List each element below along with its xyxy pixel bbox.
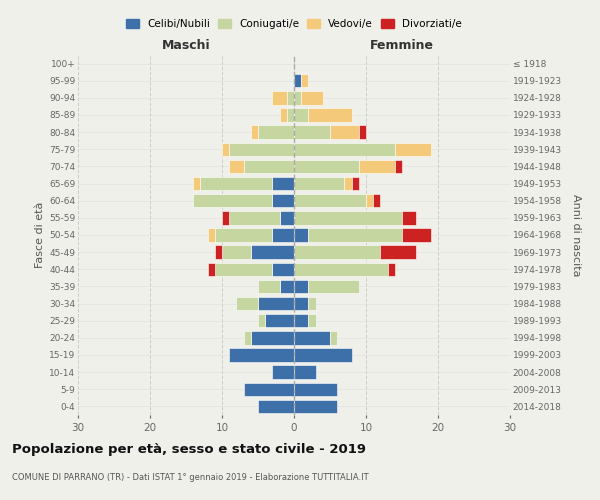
- Bar: [294, 194, 366, 207]
- Bar: [272, 194, 294, 207]
- Bar: [272, 91, 287, 104]
- Bar: [294, 348, 352, 362]
- Bar: [294, 108, 308, 122]
- Bar: [200, 177, 272, 190]
- Bar: [244, 382, 294, 396]
- Bar: [208, 228, 215, 241]
- Bar: [215, 246, 222, 259]
- Bar: [294, 74, 301, 88]
- Bar: [395, 142, 431, 156]
- Legend: Celibi/Nubili, Coniugati/e, Vedovi/e, Divorziati/e: Celibi/Nubili, Coniugati/e, Vedovi/e, Di…: [126, 19, 462, 29]
- Bar: [272, 262, 294, 276]
- Bar: [294, 382, 337, 396]
- Bar: [229, 348, 294, 362]
- Bar: [344, 177, 352, 190]
- Y-axis label: Fasce di età: Fasce di età: [35, 202, 45, 268]
- Bar: [236, 297, 258, 310]
- Bar: [294, 314, 308, 328]
- Bar: [244, 331, 251, 344]
- Bar: [388, 262, 395, 276]
- Bar: [294, 331, 330, 344]
- Bar: [258, 126, 294, 139]
- Bar: [287, 91, 294, 104]
- Text: Femmine: Femmine: [370, 40, 434, 52]
- Bar: [229, 160, 244, 173]
- Bar: [208, 262, 215, 276]
- Bar: [294, 126, 330, 139]
- Bar: [373, 194, 380, 207]
- Bar: [258, 297, 294, 310]
- Bar: [280, 108, 287, 122]
- Bar: [294, 228, 308, 241]
- Bar: [272, 177, 294, 190]
- Bar: [294, 262, 388, 276]
- Bar: [280, 211, 294, 224]
- Bar: [308, 228, 402, 241]
- Y-axis label: Anni di nascita: Anni di nascita: [571, 194, 581, 276]
- Bar: [258, 314, 265, 328]
- Bar: [294, 177, 344, 190]
- Bar: [359, 160, 395, 173]
- Bar: [244, 160, 294, 173]
- Bar: [215, 262, 272, 276]
- Text: Maschi: Maschi: [161, 40, 211, 52]
- Text: Popolazione per età, sesso e stato civile - 2019: Popolazione per età, sesso e stato civil…: [12, 442, 366, 456]
- Bar: [294, 366, 316, 379]
- Bar: [251, 246, 294, 259]
- Bar: [308, 314, 316, 328]
- Bar: [287, 108, 294, 122]
- Bar: [222, 211, 229, 224]
- Bar: [380, 246, 416, 259]
- Bar: [308, 280, 359, 293]
- Bar: [229, 211, 280, 224]
- Bar: [366, 194, 373, 207]
- Bar: [251, 126, 258, 139]
- Bar: [294, 400, 337, 413]
- Bar: [280, 280, 294, 293]
- Bar: [265, 314, 294, 328]
- Bar: [222, 246, 251, 259]
- Bar: [258, 280, 280, 293]
- Bar: [294, 91, 301, 104]
- Bar: [402, 211, 416, 224]
- Text: COMUNE DI PARRANO (TR) - Dati ISTAT 1° gennaio 2019 - Elaborazione TUTTITALIA.IT: COMUNE DI PARRANO (TR) - Dati ISTAT 1° g…: [12, 472, 368, 482]
- Bar: [330, 331, 337, 344]
- Bar: [272, 228, 294, 241]
- Bar: [229, 142, 294, 156]
- Bar: [301, 91, 323, 104]
- Bar: [272, 366, 294, 379]
- Bar: [352, 177, 359, 190]
- Bar: [222, 142, 229, 156]
- Bar: [294, 142, 395, 156]
- Bar: [402, 228, 431, 241]
- Bar: [294, 297, 308, 310]
- Bar: [294, 160, 359, 173]
- Bar: [294, 246, 380, 259]
- Bar: [308, 297, 316, 310]
- Bar: [294, 211, 402, 224]
- Bar: [251, 331, 294, 344]
- Bar: [359, 126, 366, 139]
- Bar: [258, 400, 294, 413]
- Bar: [294, 280, 308, 293]
- Bar: [193, 194, 272, 207]
- Bar: [395, 160, 402, 173]
- Bar: [308, 108, 352, 122]
- Bar: [330, 126, 359, 139]
- Bar: [301, 74, 308, 88]
- Bar: [215, 228, 272, 241]
- Bar: [193, 177, 200, 190]
